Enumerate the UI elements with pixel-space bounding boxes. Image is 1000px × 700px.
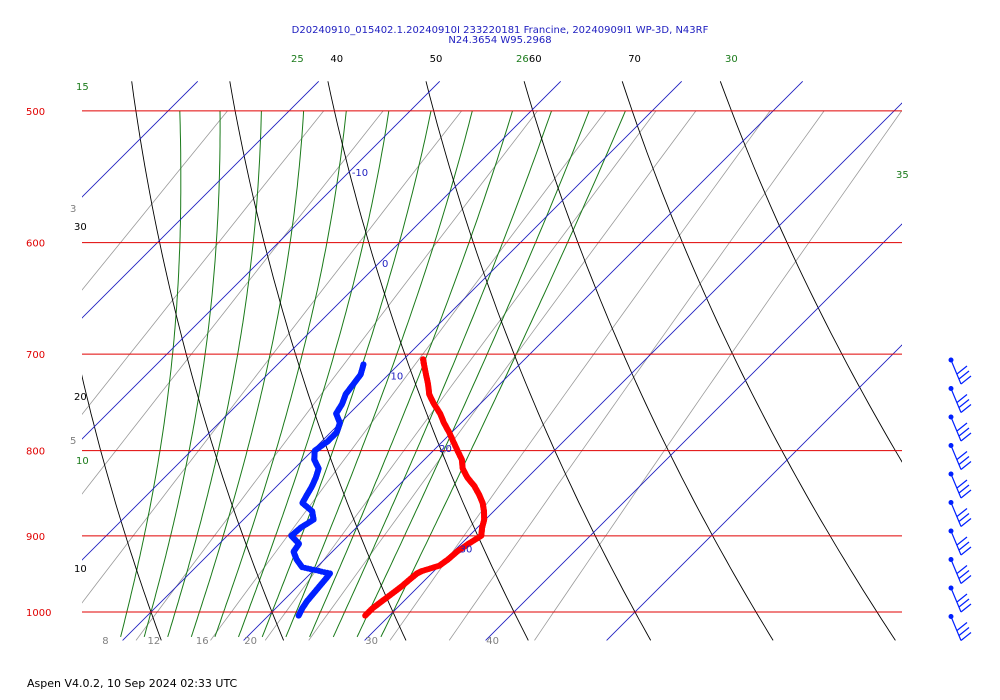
mixing-ratio-line	[264, 110, 657, 641]
isotherm-line	[364, 102, 902, 641]
dry-adiabat-line	[425, 81, 652, 641]
sounding-traces	[288, 356, 488, 619]
wind-barb	[948, 357, 972, 385]
moist-adiabat-label: 10	[76, 456, 89, 467]
mixing-ratio-line	[135, 110, 538, 641]
moist-adiabats	[120, 110, 626, 638]
moist-adiabat-label: 15	[76, 82, 89, 93]
mixing-ratio-line	[82, 110, 325, 416]
dry-adiabat-line	[719, 81, 902, 463]
dry-adiabat-line	[131, 81, 285, 641]
moist-adiabat-line	[285, 110, 473, 638]
isotherm-line	[82, 80, 199, 198]
wind-barb	[948, 500, 972, 527]
moist-adiabat-line	[214, 110, 347, 638]
wind-barb	[948, 386, 972, 413]
bottom-axis-label: 12	[147, 636, 160, 647]
isotherm-label: -10	[352, 168, 368, 179]
isobar-label: 800	[26, 447, 45, 458]
dry-adiabat-line	[229, 81, 407, 641]
dry-adiabat-label: 70	[628, 54, 641, 65]
dry-adiabat-line	[82, 374, 162, 641]
isotherm-line	[485, 223, 902, 641]
isobar-label: 500	[26, 107, 45, 118]
moist-adiabat-label: 25	[291, 54, 304, 65]
temperature-trace-point	[420, 356, 427, 363]
dry-adiabats	[82, 81, 902, 641]
wind-barbs	[948, 357, 972, 641]
dry-adiabat-label: 40	[330, 54, 343, 65]
wind-barb	[948, 585, 972, 613]
mixing-ratio-line	[448, 110, 825, 641]
dry-adiabat-label: 30	[74, 222, 87, 233]
mixing-ratio-label: 5	[70, 436, 76, 447]
chart-title-line-1: D20240910_015402.1.20240910I 233220181 F…	[291, 25, 709, 36]
dewpoint-trace	[288, 361, 367, 619]
isotherm-line	[82, 80, 441, 440]
moist-adiabat-label: 30	[725, 54, 738, 65]
dry-adiabat-label: 50	[430, 54, 443, 65]
wind-barb	[948, 528, 972, 556]
mixing-ratio-line	[82, 110, 384, 495]
moist-adiabat-line	[356, 110, 590, 638]
moist-adiabat-label: 26	[516, 54, 529, 65]
isotherm-label: 0	[382, 259, 388, 270]
wind-barb	[948, 443, 972, 470]
mixing-ratio-line	[389, 110, 771, 641]
isotherm-line	[243, 80, 804, 641]
mixing-ratio-line	[210, 110, 607, 641]
isotherm-line	[82, 80, 562, 561]
chart-title-line-2: N24.3654 W95.2968	[448, 35, 552, 46]
isotherm-label: 20	[439, 444, 452, 455]
bottom-axis-label: 16	[196, 636, 209, 647]
bottom-axis-label: 20	[244, 636, 257, 647]
moist-adiabat-line	[309, 110, 513, 638]
moist-adiabat-line	[261, 110, 432, 638]
moist-adiabat-line	[120, 110, 182, 638]
wind-barb	[948, 557, 972, 584]
footer-software-stamp: Aspen V4.0.2, 10 Sep 2024 02:33 UTC	[27, 677, 238, 690]
isotherm-label: 10	[391, 371, 404, 382]
isobar-label: 600	[26, 239, 45, 250]
bottom-axis-label: 40	[486, 636, 499, 647]
wind-barb	[948, 471, 972, 499]
wind-barb	[948, 614, 972, 641]
moist-adiabat-line	[143, 110, 221, 638]
isotherm-label: 30	[460, 544, 473, 555]
mixing-ratio-line	[82, 110, 462, 604]
temperature-trace	[362, 356, 488, 619]
isotherm-line	[606, 344, 902, 641]
isobar-label: 1000	[26, 608, 51, 619]
moist-adiabat-line	[190, 110, 305, 638]
isobar-label: 700	[26, 350, 45, 361]
mixing-ratio-line	[82, 110, 228, 291]
moist-adiabat-line	[332, 110, 552, 638]
wind-barb	[948, 414, 972, 442]
mixing-ratio-line	[308, 110, 697, 641]
isobar-label: 900	[26, 532, 45, 543]
mixing-ratio-line	[534, 110, 902, 641]
bottom-axis-label: 8	[102, 636, 108, 647]
isotherm-line	[122, 80, 683, 641]
axis-labels: 500 600 700 800 900 1000 -10 0 10 20 30 8 12 16 20 30 40…	[26, 54, 909, 647]
isotherms	[82, 80, 902, 641]
dry-adiabat-line	[523, 81, 774, 641]
moist-adiabat-label: 35	[896, 170, 909, 181]
moist-adiabat-line	[167, 110, 262, 638]
mixing-ratio-label: 3	[70, 204, 76, 215]
moist-adiabat-line	[380, 110, 626, 638]
moist-adiabat-line	[238, 110, 390, 638]
dry-adiabat-label: 60	[529, 54, 542, 65]
isobars	[82, 110, 902, 613]
bottom-axis-label: 30	[365, 636, 378, 647]
isotherm-line	[82, 80, 320, 319]
dry-adiabat-line	[327, 81, 529, 641]
dry-adiabat-label: 20	[74, 392, 87, 403]
dry-adiabat-line	[621, 81, 896, 641]
dewpoint-trace-point	[360, 361, 367, 368]
dry-adiabat-label: 10	[74, 564, 87, 575]
